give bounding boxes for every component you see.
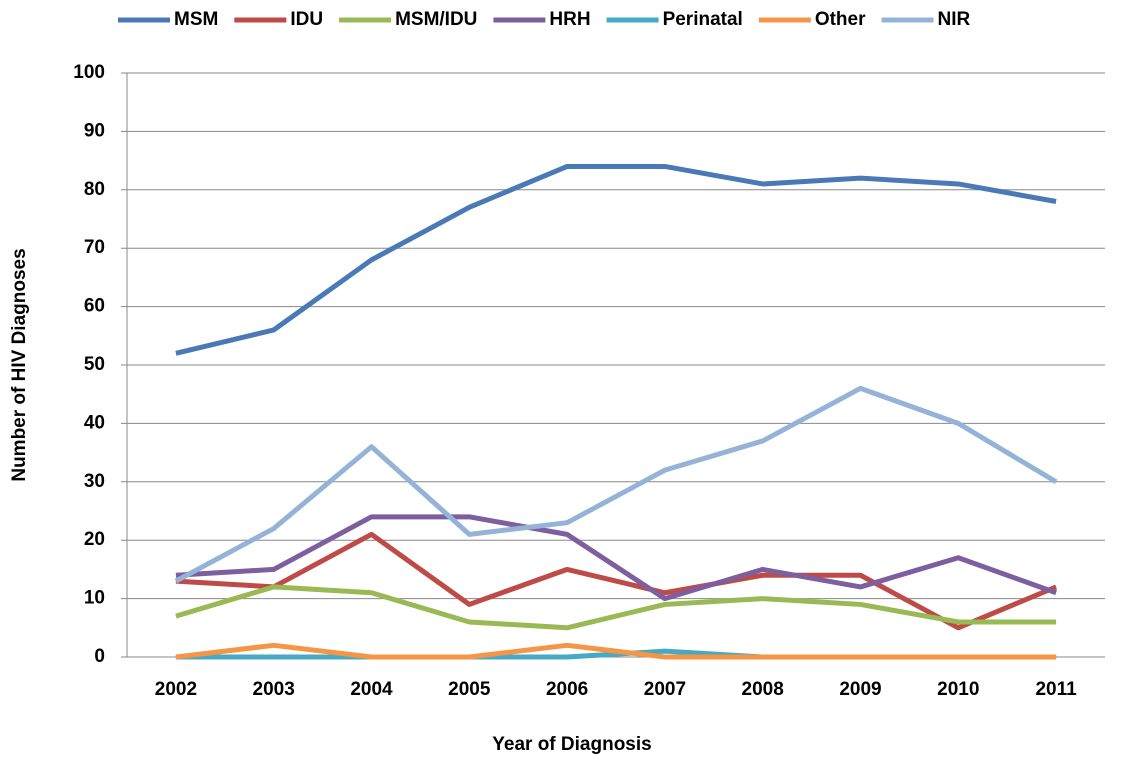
y-tick-label: 80 [84, 179, 105, 200]
data-line [174, 385, 1058, 584]
y-tick-label: 90 [84, 120, 105, 141]
data-line [175, 163, 1057, 356]
y-tick-label: 70 [84, 237, 105, 258]
legend-label: HRH [549, 9, 590, 30]
y-tick-label: 10 [84, 588, 105, 609]
legend-label: NIR [938, 9, 971, 30]
y-tick-label: 50 [84, 354, 105, 375]
legend-label: Other [815, 9, 866, 30]
x-tick-label: 2005 [448, 679, 491, 700]
data-line [175, 514, 1057, 602]
y-tick-label: 40 [84, 412, 105, 433]
y-tick-label: 100 [73, 62, 105, 83]
x-tick-label: 2006 [546, 679, 588, 700]
legend-label: Perinatal [663, 9, 743, 30]
y-tick-label: 30 [84, 471, 105, 492]
x-axis-label: Year of Diagnosis [492, 734, 651, 755]
y-axis-label: Number of HIV Diagnoses [9, 248, 30, 481]
x-tick-label: 2011 [1035, 679, 1077, 700]
legend-label: MSM [174, 9, 218, 30]
x-tick-label: 2004 [350, 679, 393, 700]
data-line [175, 531, 1058, 631]
data-line [175, 642, 1057, 660]
legend-label: IDU [290, 9, 323, 30]
y-tick-label: 0 [94, 646, 105, 667]
x-tick-label: 2009 [839, 679, 881, 700]
x-tick-label: 2010 [937, 679, 979, 700]
x-tick-label: 2003 [253, 679, 295, 700]
y-tick-label: 20 [84, 529, 105, 550]
y-tick-label: 60 [84, 296, 105, 317]
x-tick-label: 2007 [644, 679, 686, 700]
data-line [175, 584, 1057, 631]
x-tick-label: 2008 [742, 679, 784, 700]
legend-label: MSM/IDU [395, 9, 477, 30]
x-tick-label: 2002 [155, 679, 197, 700]
